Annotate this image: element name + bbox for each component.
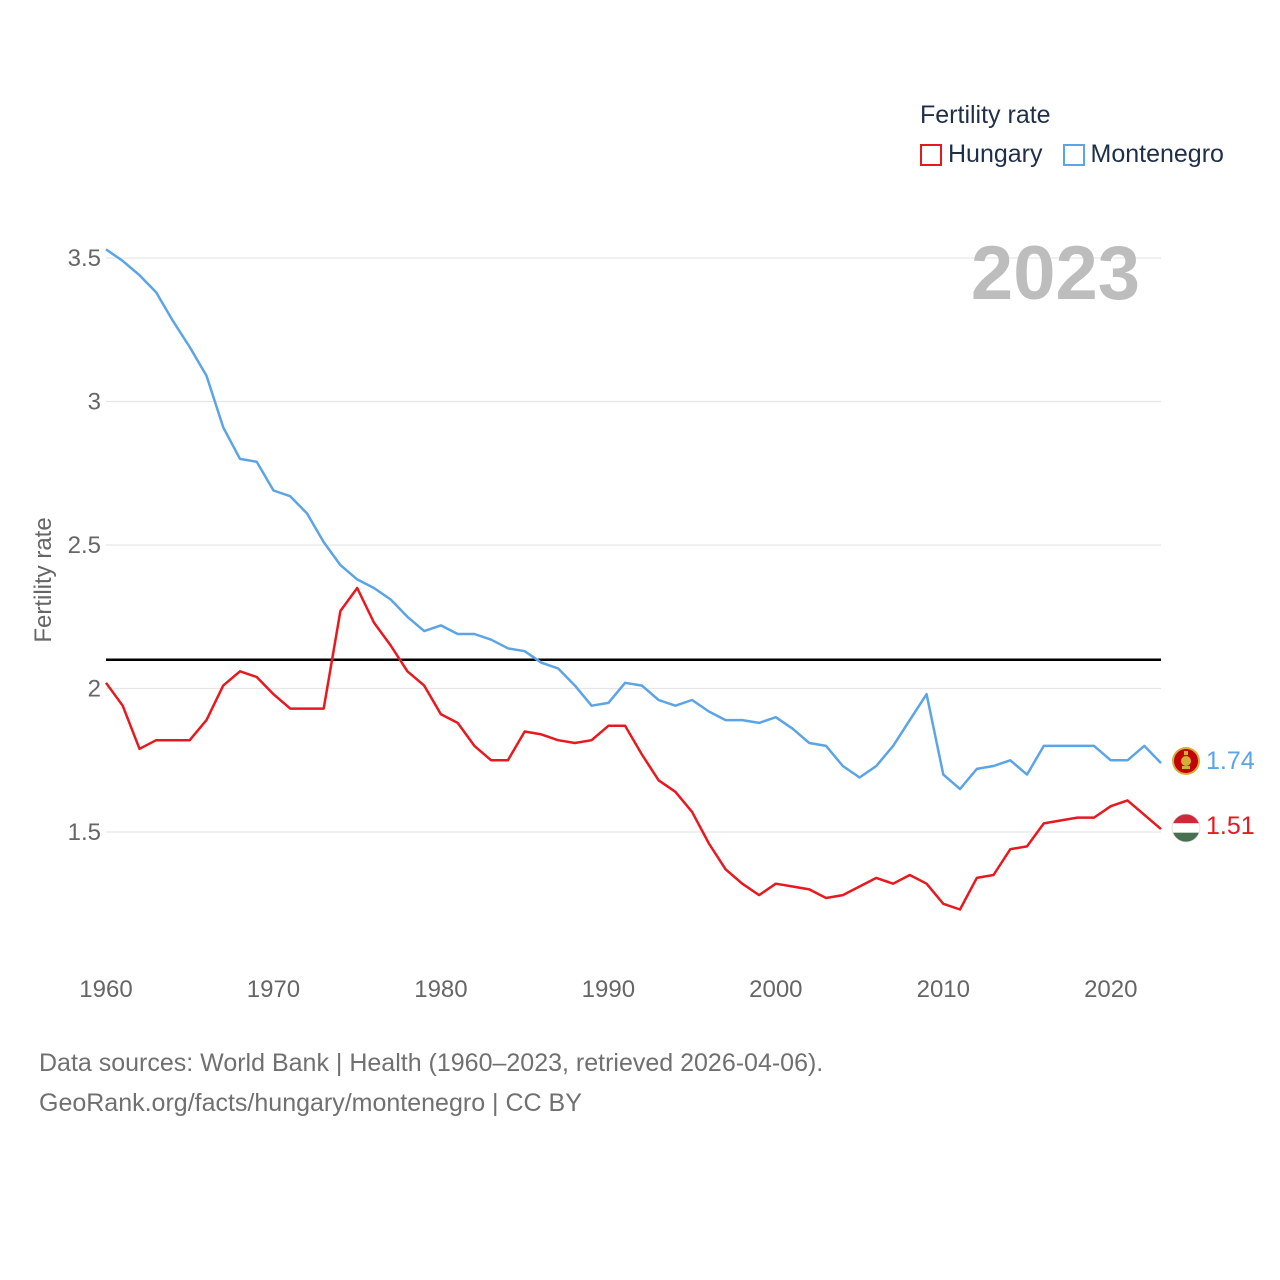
gridlines xyxy=(106,257,1161,833)
y-tick-label: 3 xyxy=(88,389,101,416)
x-tick-label: 2000 xyxy=(749,976,802,1003)
x-tick-label: 1970 xyxy=(247,976,300,1003)
montenegro-end-value: 1.74 xyxy=(1206,747,1255,775)
end-markers: 1.74 1.51 xyxy=(1171,747,1255,843)
y-tick-label: 2.5 xyxy=(68,532,101,559)
legend-swatch-montenegro xyxy=(1062,143,1085,166)
series-lines xyxy=(104,248,1162,911)
series-line-hungary[interactable] xyxy=(104,586,1162,911)
series-line-montenegro[interactable] xyxy=(105,248,1162,791)
y-tick-label: 2 xyxy=(88,676,101,703)
x-axis-ticks: 1960 1970 1980 1990 2000 2010 2020 xyxy=(79,976,1137,1003)
legend-label-montenegro: Montenegro xyxy=(1090,140,1224,168)
footer-link[interactable]: GeoRank.org/facts/hungary/montenegro | C… xyxy=(39,1089,582,1117)
y-tick-label: 3.5 xyxy=(68,245,101,272)
y-axis-title: Fertility rate xyxy=(30,517,57,642)
x-tick-label: 1980 xyxy=(414,976,467,1003)
montenegro-flag-icon xyxy=(1172,747,1200,775)
x-tick-label: 2010 xyxy=(917,976,970,1003)
footer: Data sources: World Bank | Health (1960–… xyxy=(39,1043,823,1123)
year-label: 2023 xyxy=(971,231,1140,316)
hungary-end-value: 1.51 xyxy=(1206,812,1255,840)
legend: Fertility rate Hungary Montenegro xyxy=(920,100,1244,169)
x-tick-label: 1960 xyxy=(79,976,132,1003)
legend-item-hungary[interactable]: Hungary xyxy=(920,140,1043,169)
legend-swatch-hungary xyxy=(920,143,942,166)
y-tick-label: 1.5 xyxy=(68,819,101,846)
legend-item-montenegro[interactable]: Montenegro xyxy=(1062,140,1224,169)
y-axis-ticks: 1.5 2 2.5 3 3.5 xyxy=(68,245,101,846)
footer-sources: Data sources: World Bank | Health (1960–… xyxy=(39,1049,824,1077)
legend-items: Hungary Montenegro xyxy=(920,140,1244,169)
x-tick-label: 1990 xyxy=(582,976,635,1003)
hungary-flag-icon xyxy=(1171,813,1201,843)
legend-title: Fertility rate xyxy=(920,101,1051,129)
x-tick-label: 2020 xyxy=(1084,976,1137,1003)
legend-label-hungary: Hungary xyxy=(948,140,1043,168)
